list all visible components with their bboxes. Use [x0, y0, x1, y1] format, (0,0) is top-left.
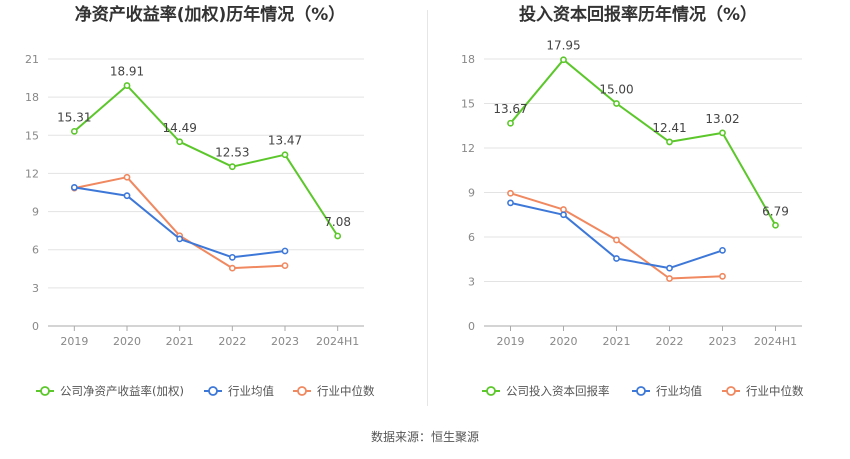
chart-title: 净资产收益率(加权)历年情况（%） — [75, 4, 346, 25]
data-point — [123, 173, 131, 181]
data-point — [281, 247, 289, 255]
data-point — [719, 272, 726, 280]
legend-item: 行业中位数 — [722, 384, 804, 398]
data-label: 12.41 — [652, 121, 686, 135]
data-point — [507, 199, 514, 207]
data-label: 7.08 — [324, 215, 351, 229]
data-label: 14.49 — [162, 121, 196, 135]
legend-label: 公司净资产收益率(加权) — [60, 384, 184, 398]
data-label: 13.47 — [268, 134, 302, 148]
y-tick-label: 6 — [468, 231, 475, 244]
data-label: 15.00 — [599, 83, 633, 97]
y-tick-label: 18 — [25, 91, 39, 104]
chart-1: 净资产收益率(加权)历年情况（%） 0 3 6 9 12 15 18 21 2019 2020 202… — [25, 4, 375, 398]
x-tick-label: 2020 — [550, 335, 578, 348]
y-tick-label: 3 — [468, 276, 475, 289]
data-point — [228, 264, 236, 272]
chart-title: 投入资本回报率历年情况（%） — [519, 4, 757, 25]
y-tick-label: 18 — [461, 53, 475, 66]
data-point — [719, 246, 726, 254]
series-line — [510, 192, 723, 280]
data-point — [70, 184, 78, 191]
y-tick-label: 21 — [25, 53, 39, 66]
data-label: 13.67 — [493, 102, 527, 116]
x-tick-label: 2019 — [60, 335, 88, 348]
y-tick-label: 15 — [461, 98, 475, 111]
legend-label: 公司投入资本回报率 — [506, 384, 610, 398]
x-tick-label: 2024H1 — [754, 335, 797, 348]
legend-item: 行业中位数 — [293, 384, 375, 398]
x-tick-label: 2023 — [709, 335, 737, 348]
data-point — [507, 119, 514, 127]
data-point — [560, 211, 567, 219]
series-line — [73, 84, 339, 237]
y-tick-label: 0 — [32, 320, 39, 333]
data-label: 15.31 — [57, 110, 91, 124]
data-point — [560, 56, 567, 64]
legend-item: 行业均值 — [204, 384, 274, 398]
y-tick-label: 6 — [32, 244, 39, 257]
legend-label: 行业均值 — [228, 384, 274, 398]
data-point — [334, 232, 342, 240]
y-tick-label: 9 — [468, 187, 475, 200]
x-tick-label: 2021 — [166, 335, 194, 348]
data-point — [123, 192, 131, 200]
data-point — [228, 253, 236, 261]
x-tick-label: 2020 — [113, 335, 141, 348]
y-tick-label: 3 — [32, 282, 39, 295]
data-point — [613, 255, 620, 262]
data-label: 12.53 — [215, 146, 249, 160]
data-source-note: 数据来源：恒生聚源 — [370, 430, 479, 444]
legend-label: 行业中位数 — [317, 384, 375, 398]
x-tick-label: 2022 — [656, 335, 684, 348]
data-label: 17.95 — [546, 39, 580, 53]
y-tick-label: 0 — [468, 320, 475, 333]
data-point — [613, 100, 620, 107]
legend-swatch-marker — [208, 386, 218, 396]
legend-swatch-marker — [40, 386, 50, 396]
y-tick-label: 9 — [32, 206, 39, 219]
chart-2: 投入资本回报率历年情况（%） 0 3 6 9 12 15 18 2019 2020 2021 2022… — [461, 4, 804, 398]
legend-item: 公司投入资本回报率 — [482, 384, 610, 398]
data-point — [176, 138, 184, 146]
legend-item: 公司净资产收益率(加权) — [36, 384, 184, 398]
data-point — [666, 275, 673, 282]
legend-swatch-marker — [726, 386, 736, 396]
data-label: 13.02 — [705, 112, 739, 126]
data-point — [123, 82, 131, 89]
data-point — [281, 262, 289, 270]
x-tick-label: 2021 — [603, 335, 631, 348]
y-tick-label: 12 — [461, 142, 475, 155]
data-label: 18.91 — [110, 65, 144, 79]
legend-label: 行业均值 — [656, 384, 702, 398]
legend-swatch-marker — [486, 386, 496, 396]
series-line — [74, 186, 286, 259]
legend-label: 行业中位数 — [746, 384, 804, 398]
data-point — [70, 127, 78, 135]
data-point — [666, 138, 673, 146]
x-tick-label: 2019 — [497, 335, 525, 348]
legend-swatch-marker — [297, 386, 307, 396]
y-tick-label: 15 — [25, 129, 39, 142]
data-point — [228, 163, 236, 171]
y-tick-label: 12 — [25, 167, 39, 180]
x-tick-label: 2024H1 — [316, 335, 359, 348]
data-point — [613, 236, 620, 244]
panel-divider — [427, 10, 428, 406]
data-point — [719, 129, 726, 137]
x-tick-label: 2023 — [271, 335, 299, 348]
data-label: 6.79 — [762, 204, 789, 218]
data-point — [176, 235, 184, 243]
data-point — [507, 189, 514, 197]
data-point — [281, 151, 289, 159]
legend-swatch-marker — [636, 386, 646, 396]
series-line — [509, 58, 777, 226]
x-tick-label: 2022 — [218, 335, 246, 348]
data-point — [666, 264, 673, 272]
data-point — [772, 221, 779, 229]
legend-item: 行业均值 — [632, 384, 702, 398]
